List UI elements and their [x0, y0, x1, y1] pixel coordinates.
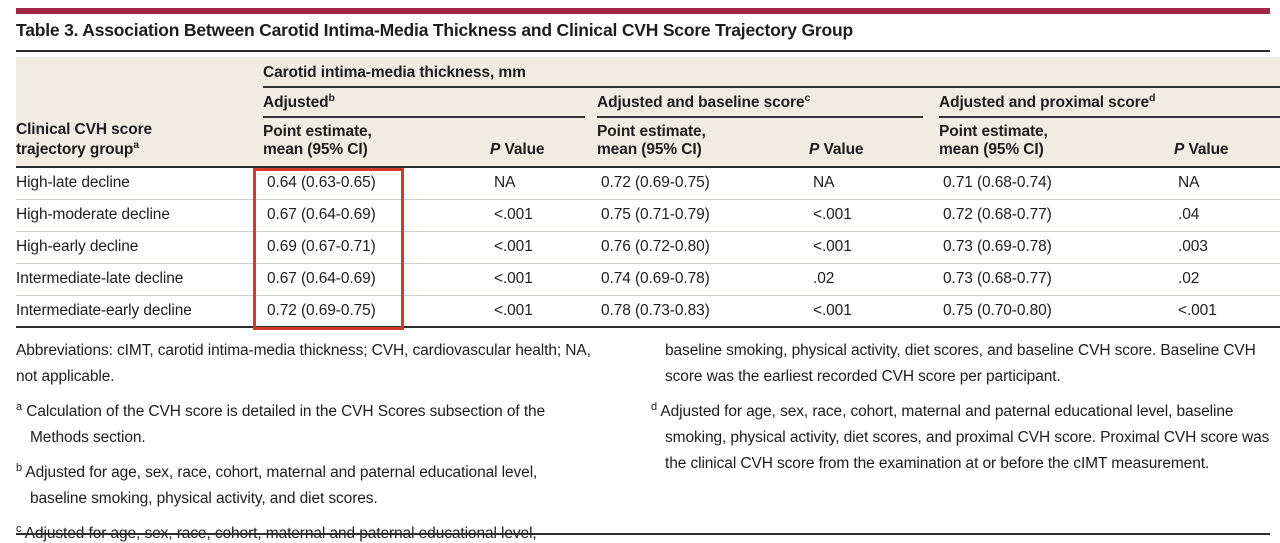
col-header-point-estimate: Point estimate, mean (95% CI): [263, 123, 372, 158]
footnote-marker-d: d: [1149, 91, 1156, 104]
row-label: High-late decline: [16, 174, 130, 192]
cell-baseline-estimate: 0.72 (0.69-0.75): [601, 174, 710, 192]
cell-proximal-estimate: 0.73 (0.69-0.78): [943, 238, 1052, 255]
cell-baseline-estimate: 0.78 (0.73-0.83): [601, 301, 710, 319]
cell-proximal-estimate: 0.75 (0.70-0.80): [943, 301, 1052, 319]
footnote-marker-d: d: [651, 401, 658, 413]
cell-baseline-p: .02: [813, 270, 835, 287]
spanner-label: Carotid intima-media thickness, mm: [263, 64, 1280, 88]
cell-adjusted-estimate: 0.67 (0.64-0.69): [267, 206, 376, 223]
col-header-p-value: P Value: [490, 141, 545, 158]
footnote-c: c Adjusted for age, sex, race, cohort, m…: [16, 523, 537, 543]
footnote-d: d Adjusted for age, sex, race, cohort, m…: [651, 401, 1270, 473]
group-header-baseline: Adjusted and baseline scorec: [597, 88, 939, 118]
table-title: Table 3. Association Between Carotid Int…: [16, 20, 853, 40]
abbreviations-note: Abbreviations: cIMT, carotid intima-medi…: [16, 342, 591, 385]
stub-line1: Clinical CVH score: [16, 120, 153, 138]
stub-line2: trajectory groupa: [16, 138, 140, 158]
row-label: Intermediate-late decline: [16, 270, 184, 287]
footnote-column-left: Abbreviations: cIMT, carotid intima-medi…: [16, 338, 591, 543]
table-row: High-early decline 0.69 (0.67-0.71) <.00…: [16, 231, 1280, 263]
cell-proximal-p: .003: [1178, 238, 1208, 255]
row-label: Intermediate-early decline: [16, 301, 192, 319]
footnote-a: a Calculation of the CVH score is detail…: [16, 401, 546, 447]
col-header-p-value: P Value: [809, 141, 864, 158]
cell-adjusted-estimate: 0.72 (0.69-0.75): [267, 301, 376, 319]
cell-adjusted-p: <.001: [494, 206, 533, 223]
group-label: Adjusted and baseline score: [597, 94, 805, 111]
title-rule: [16, 50, 1270, 52]
footnote-marker-b: b: [16, 462, 23, 475]
cell-adjusted-p: <.001: [494, 301, 533, 319]
cell-adjusted-p: NA: [494, 174, 516, 192]
footnote-marker-b: b: [328, 91, 335, 104]
cell-proximal-p: .04: [1178, 206, 1200, 223]
group-header-proximal: Adjusted and proximal scored: [939, 88, 1280, 118]
cell-adjusted-estimate: 0.67 (0.64-0.69): [267, 270, 376, 287]
stub-spacer: [16, 88, 263, 118]
footnote-c-continued: baseline smoking, physical activity, die…: [665, 342, 1256, 385]
cell-baseline-estimate: 0.74 (0.69-0.78): [601, 270, 710, 287]
row-label: High-early decline: [16, 238, 139, 255]
cell-baseline-estimate: 0.75 (0.71-0.79): [601, 206, 710, 223]
cell-baseline-p: <.001: [813, 301, 852, 319]
footnotes: Abbreviations: cIMT, carotid intima-medi…: [16, 338, 1270, 543]
cell-adjusted-estimate: 0.69 (0.67-0.71): [267, 238, 376, 255]
cell-proximal-estimate: 0.73 (0.68-0.77): [943, 270, 1052, 287]
table-row: High-moderate decline 0.67 (0.64-0.69) <…: [16, 199, 1280, 231]
cell-baseline-p: <.001: [813, 238, 852, 255]
footnote-b: b Adjusted for age, sex, race, cohort, m…: [16, 462, 538, 508]
footnote-marker-a: a: [16, 401, 23, 413]
footnote-marker-c: c: [804, 91, 811, 104]
table-row: Intermediate-early decline 0.72 (0.69-0.…: [16, 295, 1280, 327]
footnote-marker-c: c: [16, 523, 22, 536]
accent-bar: [16, 8, 1270, 14]
cell-proximal-p: .02: [1178, 270, 1200, 287]
cell-adjusted-p: <.001: [494, 270, 533, 287]
stub-header: Clinical CVH score trajectory groupa: [16, 118, 263, 167]
bottom-rule: [16, 533, 1270, 535]
spanner-header: Carotid intima-media thickness, mm: [263, 57, 1280, 88]
cell-adjusted-p: <.001: [494, 238, 533, 255]
main-table: Carotid intima-media thickness, mm Adjus…: [16, 57, 1280, 328]
stub-spacer: [16, 57, 263, 88]
table-row: High-late decline 0.64 (0.63-0.65) NA 0.…: [16, 167, 1280, 199]
cell-adjusted-estimate: 0.64 (0.63-0.65): [267, 174, 376, 192]
col-header-p-value: P Value: [1174, 141, 1229, 158]
cell-proximal-p: NA: [1178, 174, 1200, 192]
cell-proximal-estimate: 0.72 (0.68-0.77): [943, 206, 1052, 223]
group-label: Adjusted and proximal score: [939, 94, 1150, 111]
row-label: High-moderate decline: [16, 206, 170, 223]
col-header-point-estimate: Point estimate, mean (95% CI): [597, 123, 706, 158]
footnote-column-right: baseline smoking, physical activity, die…: [651, 338, 1270, 543]
group-label: Adjusted: [263, 94, 329, 111]
cell-baseline-p: NA: [813, 174, 835, 192]
table-header: Carotid intima-media thickness, mm Adjus…: [16, 57, 1280, 167]
table-row: Intermediate-late decline 0.67 (0.64-0.6…: [16, 263, 1280, 295]
footnote-marker-a: a: [133, 138, 140, 151]
cell-proximal-estimate: 0.71 (0.68-0.74): [943, 174, 1052, 192]
col-header-point-estimate: Point estimate, mean (95% CI): [939, 123, 1048, 158]
cell-proximal-p: <.001: [1178, 301, 1217, 319]
cell-baseline-p: <.001: [813, 206, 852, 223]
cell-baseline-estimate: 0.76 (0.72-0.80): [601, 238, 710, 255]
group-header-adjusted: Adjustedb: [263, 88, 597, 118]
